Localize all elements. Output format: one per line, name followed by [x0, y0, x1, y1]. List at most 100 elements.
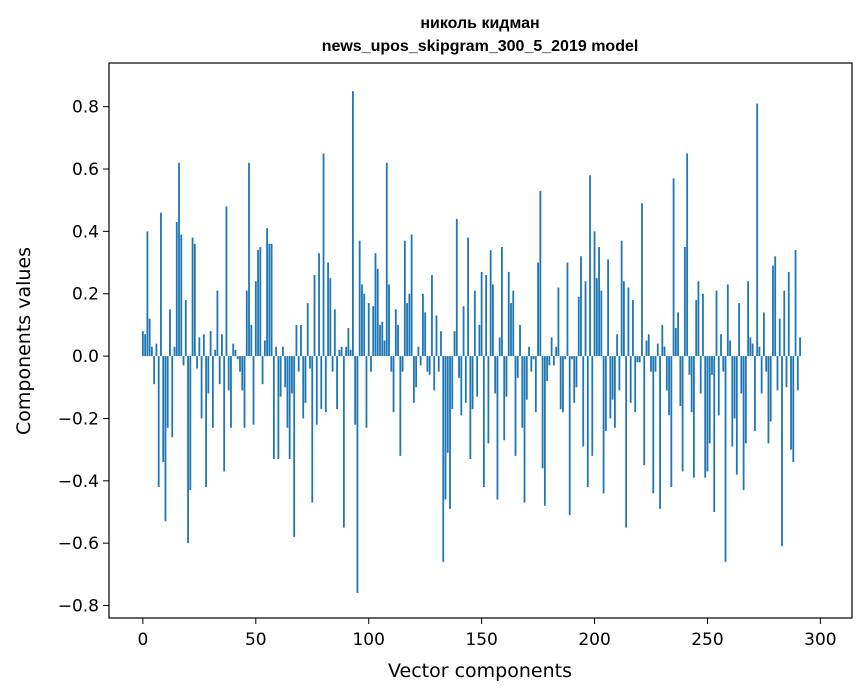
bar — [417, 346, 420, 357]
bar — [202, 334, 205, 357]
bar — [433, 356, 436, 391]
bar — [489, 250, 492, 357]
bar — [342, 356, 345, 528]
bar — [776, 356, 779, 391]
bar — [611, 356, 614, 400]
bar — [200, 356, 203, 419]
bar — [686, 153, 689, 357]
bar — [365, 356, 368, 428]
y-tick-label: 0.0 — [72, 347, 99, 367]
bar — [211, 356, 214, 428]
bar — [175, 222, 178, 357]
bar — [146, 231, 149, 357]
bar — [537, 262, 539, 357]
bar — [492, 284, 494, 357]
bar — [758, 346, 761, 357]
bar — [796, 356, 799, 391]
bar — [275, 346, 278, 357]
bar — [681, 356, 684, 472]
bar — [345, 346, 348, 357]
bar — [514, 356, 517, 456]
bar — [455, 218, 458, 357]
bar — [498, 337, 501, 357]
bar — [408, 293, 411, 357]
bar — [598, 246, 600, 357]
bar — [632, 299, 634, 357]
bar — [618, 356, 621, 391]
y-tick-label: −0.2 — [58, 409, 99, 429]
bar — [469, 356, 472, 459]
bar — [674, 328, 677, 357]
bar — [451, 356, 454, 410]
bar — [178, 162, 180, 357]
bar — [650, 356, 652, 372]
bar — [512, 290, 515, 357]
bar — [191, 237, 194, 357]
bar — [555, 346, 558, 357]
bar — [557, 287, 560, 357]
bar — [652, 356, 655, 494]
bar — [437, 356, 440, 372]
bar — [311, 356, 314, 503]
bar — [677, 312, 680, 357]
bar — [530, 356, 533, 372]
bar — [446, 356, 449, 453]
bar — [729, 340, 731, 357]
bar — [336, 356, 338, 410]
bar — [467, 237, 469, 357]
bar — [141, 331, 144, 357]
x-tick-label: 300 — [804, 630, 836, 650]
bar — [399, 356, 402, 456]
bar — [772, 265, 774, 357]
bar — [516, 356, 519, 378]
bar — [505, 356, 508, 397]
bar — [374, 253, 377, 357]
bar — [263, 340, 266, 357]
bar — [717, 356, 720, 416]
bar — [304, 356, 307, 403]
bar — [166, 356, 169, 428]
bar — [462, 306, 465, 357]
bar — [230, 356, 232, 428]
bar — [699, 356, 702, 394]
bar — [668, 356, 670, 416]
bar — [160, 212, 162, 357]
bar — [566, 262, 569, 357]
bar — [367, 303, 370, 357]
bar — [320, 356, 323, 410]
bar — [193, 243, 196, 357]
bar — [690, 356, 693, 413]
bar — [573, 356, 576, 403]
bar — [711, 356, 713, 375]
bar — [291, 356, 293, 394]
bar — [248, 162, 250, 357]
bar — [688, 356, 691, 375]
bar — [340, 346, 343, 357]
bar — [629, 356, 632, 403]
bar — [164, 356, 167, 522]
bar — [214, 349, 217, 357]
bar — [476, 356, 479, 397]
bars — [141, 91, 801, 594]
bar — [406, 303, 409, 357]
bar — [568, 356, 571, 516]
bar — [781, 356, 783, 547]
bar — [239, 356, 241, 372]
bar — [607, 259, 609, 357]
bar — [749, 337, 752, 357]
bar — [162, 356, 165, 463]
bar — [306, 303, 309, 357]
bar — [184, 299, 187, 357]
bar — [708, 356, 711, 444]
bar — [787, 271, 790, 357]
bar — [225, 206, 228, 357]
y-tick-label: 0.2 — [72, 285, 99, 305]
bar — [760, 356, 763, 394]
bar — [756, 103, 759, 357]
y-axis-ticks: −0.8 −0.6 −0.4 −0.2 0.0 0.2 0.4 0.6 0.8 — [58, 98, 109, 617]
bar — [724, 356, 727, 562]
bar — [634, 356, 637, 413]
bar — [695, 299, 698, 357]
x-tick-label: 0 — [137, 630, 148, 650]
